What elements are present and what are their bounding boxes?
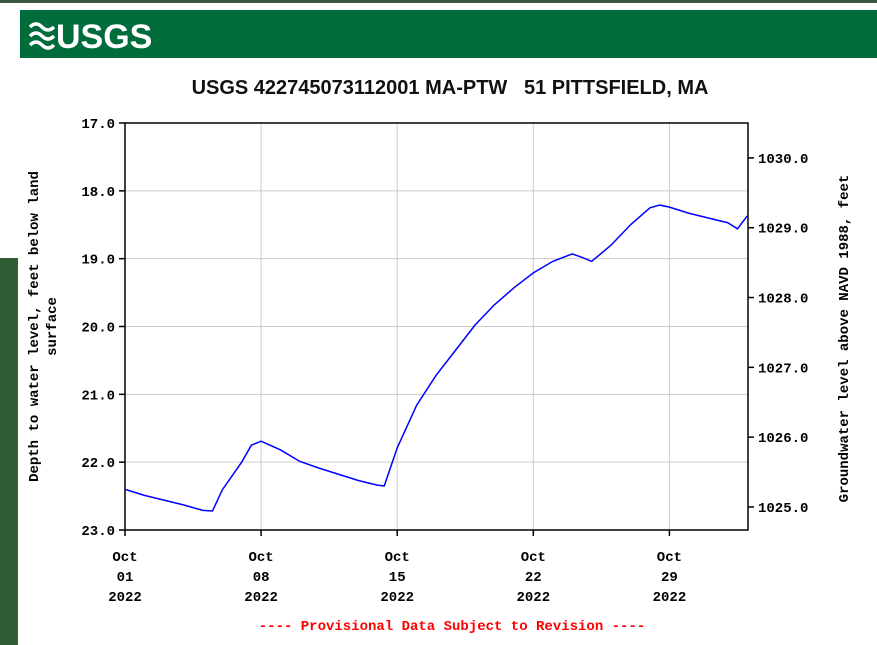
y-tick-label: 17.0 (81, 117, 115, 133)
y2-tick-label: 1026.0 (758, 431, 808, 447)
chart-title: USGS 422745073112001 MA-PTW 51 PITTSFIEL… (192, 77, 709, 99)
x-tick-label: Oct (248, 550, 273, 566)
x-tick-label: 2022 (653, 590, 687, 606)
x-tick-label: 2022 (517, 590, 551, 606)
x-tick-label: 2022 (244, 590, 278, 606)
y2-tick-label: 1027.0 (758, 361, 808, 377)
y2-tick-label: 1025.0 (758, 501, 808, 517)
x-tick-label: 2022 (108, 590, 142, 606)
y2-tick-label: 1028.0 (758, 292, 808, 308)
y2-tick-label: 1029.0 (758, 222, 808, 238)
y-tick-label: 18.0 (81, 185, 115, 201)
x-tick-label: 01 (117, 570, 134, 586)
y-tick-label: 20.0 (81, 321, 115, 337)
x-tick-label: 15 (389, 570, 406, 586)
y-tick-label: 23.0 (81, 524, 115, 540)
x-tick-label: Oct (112, 550, 137, 566)
y-tick-label: 19.0 (81, 253, 115, 269)
data-line (124, 204, 748, 512)
left-strip (0, 258, 18, 645)
x-tick-label: 2022 (380, 590, 414, 606)
x-tick-label: Oct (657, 550, 682, 566)
x-tick-label: Oct (385, 550, 410, 566)
y-axis-label: Depth to water level, feet below land (27, 171, 43, 482)
y-axis-label: surface (45, 297, 61, 356)
y2-axis-label: Groundwater level above NAVD 1988, feet (837, 175, 853, 503)
y-tick-label: 22.0 (81, 456, 115, 472)
logo-text: USGS (56, 18, 152, 56)
y2-tick-label: 1030.0 (758, 152, 808, 168)
header-bar (20, 10, 877, 58)
x-tick-label: Oct (521, 550, 546, 566)
x-tick-label: 29 (661, 570, 678, 586)
y-tick-label: 21.0 (81, 388, 115, 404)
note: ---- Provisional Data Subject to Revisio… (259, 619, 645, 635)
top-border (0, 0, 877, 3)
logo-icon (28, 22, 56, 50)
x-tick-label: 08 (253, 570, 270, 586)
x-tick-label: 22 (525, 570, 542, 586)
